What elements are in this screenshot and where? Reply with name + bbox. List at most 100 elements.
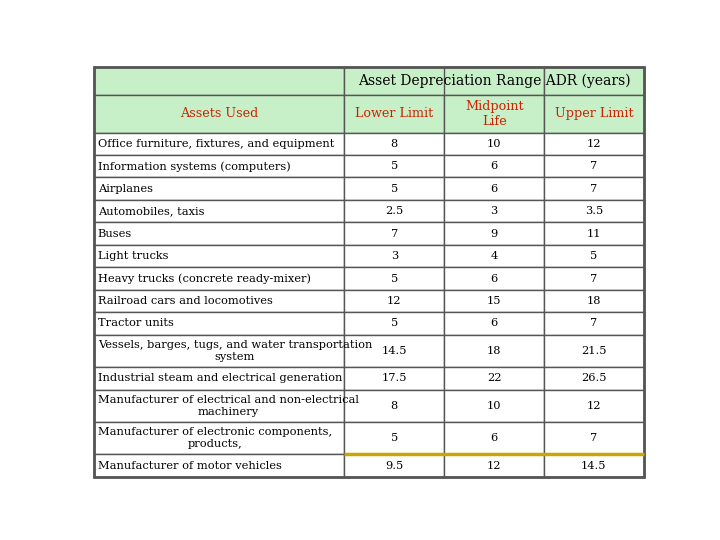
Bar <box>94 454 344 477</box>
Bar <box>544 67 644 95</box>
Bar <box>444 67 544 95</box>
Bar <box>444 245 544 267</box>
Text: 5: 5 <box>391 161 398 171</box>
Bar <box>94 389 344 422</box>
Bar <box>444 367 544 389</box>
Text: 26.5: 26.5 <box>581 373 606 383</box>
Bar <box>444 200 544 222</box>
Text: 12: 12 <box>487 461 501 471</box>
Text: 10: 10 <box>487 401 501 411</box>
Bar <box>544 422 644 454</box>
Bar <box>94 200 344 222</box>
Text: Light trucks: Light trucks <box>98 251 168 261</box>
Text: Heavy trucks (concrete ready-mixer): Heavy trucks (concrete ready-mixer) <box>98 273 311 284</box>
Text: 7: 7 <box>590 274 598 284</box>
Bar <box>344 155 444 178</box>
Bar <box>544 222 644 245</box>
Text: 15: 15 <box>487 296 501 306</box>
Bar <box>444 454 544 477</box>
Text: Buses: Buses <box>98 228 132 239</box>
Text: 18: 18 <box>487 346 501 356</box>
Bar <box>544 133 644 155</box>
Bar <box>544 290 644 312</box>
Bar <box>94 335 344 367</box>
Text: 21.5: 21.5 <box>581 346 606 356</box>
Text: Lower Limit: Lower Limit <box>355 107 433 120</box>
Bar <box>544 95 644 133</box>
Text: 12: 12 <box>587 139 601 149</box>
Bar <box>444 422 544 454</box>
Text: 6: 6 <box>490 433 498 443</box>
Bar <box>444 155 544 178</box>
Bar <box>444 312 544 335</box>
Bar <box>444 222 544 245</box>
Bar <box>94 95 344 133</box>
Bar <box>344 200 444 222</box>
Bar <box>344 95 444 133</box>
Text: 3.5: 3.5 <box>585 206 603 216</box>
Bar <box>94 178 344 200</box>
Bar <box>544 312 644 335</box>
Bar <box>444 335 544 367</box>
Text: 6: 6 <box>490 274 498 284</box>
Text: Asset Depreciation Range ADR (years): Asset Depreciation Range ADR (years) <box>358 74 630 88</box>
Bar <box>544 155 644 178</box>
Text: Assets Used: Assets Used <box>180 107 258 120</box>
Bar <box>544 367 644 389</box>
Text: 8: 8 <box>391 401 398 411</box>
Bar <box>544 454 644 477</box>
Text: 17.5: 17.5 <box>382 373 407 383</box>
Text: 22: 22 <box>487 373 501 383</box>
Text: Tractor units: Tractor units <box>98 319 174 328</box>
Text: Upper Limit: Upper Limit <box>554 107 633 120</box>
Bar <box>444 389 544 422</box>
Text: 7: 7 <box>590 184 598 194</box>
Text: 11: 11 <box>587 228 601 239</box>
Text: 14.5: 14.5 <box>581 461 606 471</box>
Text: Automobiles, taxis: Automobiles, taxis <box>98 206 204 216</box>
Text: 7: 7 <box>590 433 598 443</box>
Bar <box>94 67 344 95</box>
Text: 4: 4 <box>490 251 498 261</box>
Bar <box>344 178 444 200</box>
Bar <box>544 178 644 200</box>
Bar <box>344 389 444 422</box>
Bar <box>444 267 544 290</box>
Text: 5: 5 <box>391 433 398 443</box>
Bar <box>444 290 544 312</box>
Bar <box>94 133 344 155</box>
Text: 6: 6 <box>490 161 498 171</box>
Text: 12: 12 <box>387 296 402 306</box>
Text: 10: 10 <box>487 139 501 149</box>
Bar <box>94 290 344 312</box>
Bar <box>94 267 344 290</box>
Text: Railroad cars and locomotives: Railroad cars and locomotives <box>98 296 273 306</box>
Text: Vessels, barges, tugs, and water transportation
system: Vessels, barges, tugs, and water transpo… <box>98 340 372 362</box>
Text: Information systems (computers): Information systems (computers) <box>98 161 291 172</box>
Text: 3: 3 <box>391 251 398 261</box>
Bar <box>344 422 444 454</box>
Text: 9.5: 9.5 <box>385 461 403 471</box>
Bar <box>344 67 644 95</box>
Text: 7: 7 <box>391 228 398 239</box>
Bar <box>344 290 444 312</box>
Bar <box>544 389 644 422</box>
Text: 6: 6 <box>490 319 498 328</box>
Bar <box>94 367 344 389</box>
Text: 5: 5 <box>391 184 398 194</box>
Text: 8: 8 <box>391 139 398 149</box>
Bar <box>344 133 444 155</box>
Text: 14.5: 14.5 <box>382 346 407 356</box>
Text: 7: 7 <box>590 319 598 328</box>
Text: 6: 6 <box>490 184 498 194</box>
Text: Manufacturer of motor vehicles: Manufacturer of motor vehicles <box>98 461 282 471</box>
Bar <box>344 267 444 290</box>
Bar <box>344 335 444 367</box>
Bar <box>344 222 444 245</box>
Bar <box>544 245 644 267</box>
Text: 2.5: 2.5 <box>385 206 403 216</box>
Text: 7: 7 <box>590 161 598 171</box>
Bar <box>94 155 344 178</box>
Bar <box>544 335 644 367</box>
Bar <box>444 133 544 155</box>
